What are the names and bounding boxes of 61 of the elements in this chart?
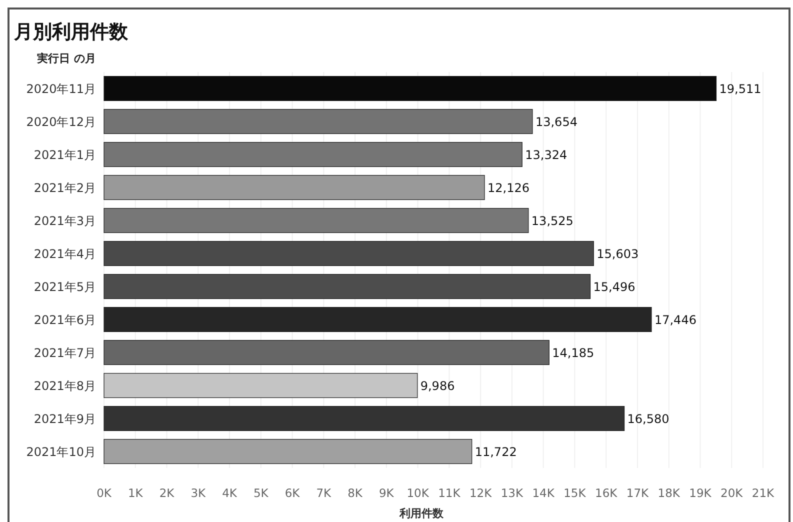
y-tick-label: 2021年1月 [34,148,96,162]
data-label: 17,446 [654,313,696,327]
data-label: 19,511 [719,82,762,96]
bar [104,406,625,432]
y-axis-title: 実行日 の月 [36,52,96,65]
bar [104,372,418,398]
y-tick-label: 2021年5月 [34,280,96,294]
data-label: 9,986 [420,379,455,393]
x-tick-label: 15K [564,486,586,500]
x-tick-label: 2K [159,486,175,500]
bar [104,142,522,168]
x-tick-label: 13K [500,486,524,500]
y-tick-label: 2021年3月 [34,214,96,228]
x-tick-label: 14K [532,486,555,500]
y-tick-label: 2021年6月 [34,313,96,327]
x-tick-label: 10K [406,486,430,500]
x-tick-label: 17K [626,486,650,500]
x-tick-label: 12K [469,486,492,500]
y-tick-label: 2021年7月 [34,346,96,360]
y-tick-label: 2021年4月 [34,247,96,261]
data-label: 15,603 [596,247,639,261]
bar [104,174,485,200]
bar [104,240,594,266]
bar [104,208,529,234]
data-label: 16,580 [627,412,670,426]
data-label: 13,654 [535,115,578,129]
x-tick-label: 9K [379,486,394,500]
chart-title: 月別利用件数 [13,21,129,43]
x-tick-label: 8K [348,486,363,500]
data-label: 15,496 [593,280,636,294]
x-tick-label: 6K [284,486,300,500]
bar [104,306,652,332]
data-label: 13,324 [525,148,568,162]
data-label: 12,126 [488,181,530,195]
x-tick-label: 21K [752,486,775,500]
data-label: 11,722 [474,445,517,459]
x-tick-label: 0K [96,486,112,500]
x-tick-label: 5K [253,486,269,500]
y-tick-label: 2021年8月 [34,379,96,393]
data-label: 14,185 [552,346,594,360]
x-tick-label: 3K [190,486,206,500]
x-tick-label: 20K [720,486,744,500]
x-tick-label: 1K [128,486,144,500]
bar [104,76,717,102]
x-axis-title: 利用件数 [398,507,444,520]
bar [104,438,472,464]
y-tick-label: 2021年9月 [34,412,96,426]
y-tick-label: 2020年11月 [26,82,96,96]
x-tick-label: 7K [316,486,332,500]
x-tick-label: 11K [438,486,461,500]
y-tick-label: 2021年10月 [26,445,96,459]
x-tick-label: 4K [222,486,238,500]
y-tick-label: 2021年2月 [34,181,96,195]
bar [104,108,533,134]
x-tick-label: 19K [689,486,712,500]
bar [104,340,550,366]
y-tick-label: 2020年12月 [26,115,96,129]
bar [104,274,591,300]
data-label: 13,525 [531,214,574,228]
x-tick-label: 16K [595,486,618,500]
x-tick-label: 18K [658,486,680,500]
